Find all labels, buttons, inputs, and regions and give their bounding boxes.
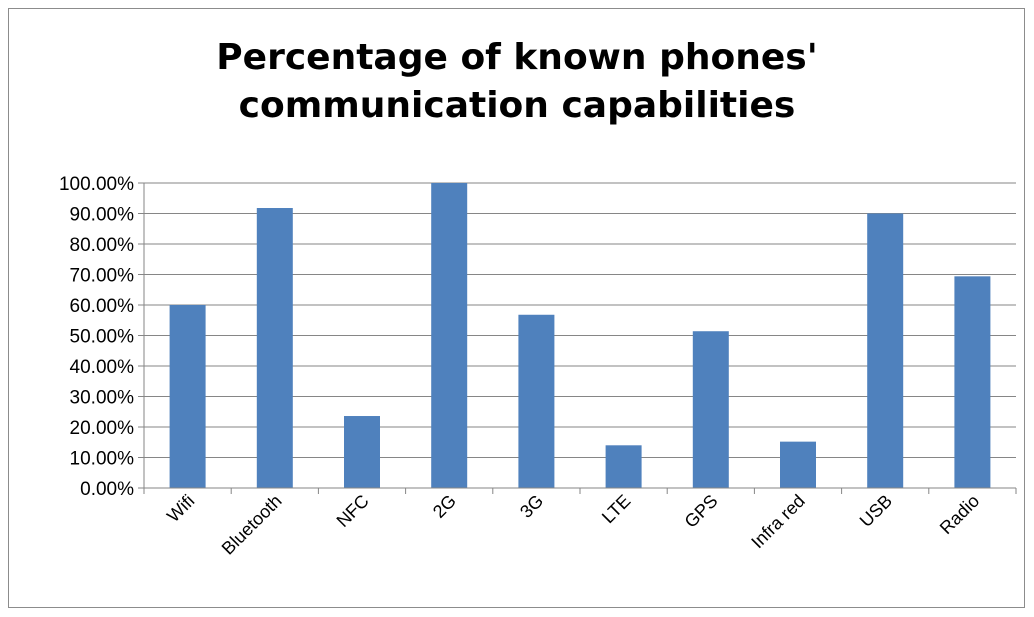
bar-gps xyxy=(692,331,729,488)
bar-nfc xyxy=(344,416,380,488)
x-category-label: Infra red xyxy=(747,491,809,553)
x-category-label: USB xyxy=(856,491,896,531)
y-tick-label: 80.00% xyxy=(70,235,135,256)
chart-title: Percentage of known phones' communicatio… xyxy=(0,34,1034,130)
chart-title-line-2: communication capabilities xyxy=(238,85,796,126)
x-category-label: GPS xyxy=(681,491,722,532)
x-category-label: Radio xyxy=(936,491,983,538)
x-category-label: LTE xyxy=(598,491,635,528)
bar-radio xyxy=(954,276,991,488)
y-tick-label: 50.00% xyxy=(70,327,135,348)
bar-2g xyxy=(431,183,468,488)
y-tick-label: 60.00% xyxy=(70,296,135,317)
x-category-label: Bluetooth xyxy=(218,491,286,559)
chart-title-line-1: Percentage of known phones' xyxy=(216,37,818,78)
x-category-label: NFC xyxy=(333,491,373,531)
y-tick-label: 40.00% xyxy=(70,357,135,378)
x-category-label: 3G xyxy=(516,491,547,522)
y-tick-label: 30.00% xyxy=(70,388,135,409)
y-tick-label: 20.00% xyxy=(70,418,135,439)
x-category-label: 2G xyxy=(429,491,460,522)
bar-infra-red xyxy=(780,441,816,488)
bar-usb xyxy=(867,213,904,488)
y-tick-label: 10.00% xyxy=(70,449,135,470)
y-tick-label: 70.00% xyxy=(70,266,135,287)
x-category-label: Wifi xyxy=(163,491,198,526)
y-tick-label: 100.00% xyxy=(59,174,134,195)
y-tick-label: 0.00% xyxy=(80,479,134,500)
bar-bluetooth xyxy=(256,208,293,488)
bar-wifi xyxy=(169,305,206,488)
y-tick-label: 90.00% xyxy=(70,205,135,226)
bar-3g xyxy=(518,314,555,488)
bar-lte xyxy=(605,445,642,488)
